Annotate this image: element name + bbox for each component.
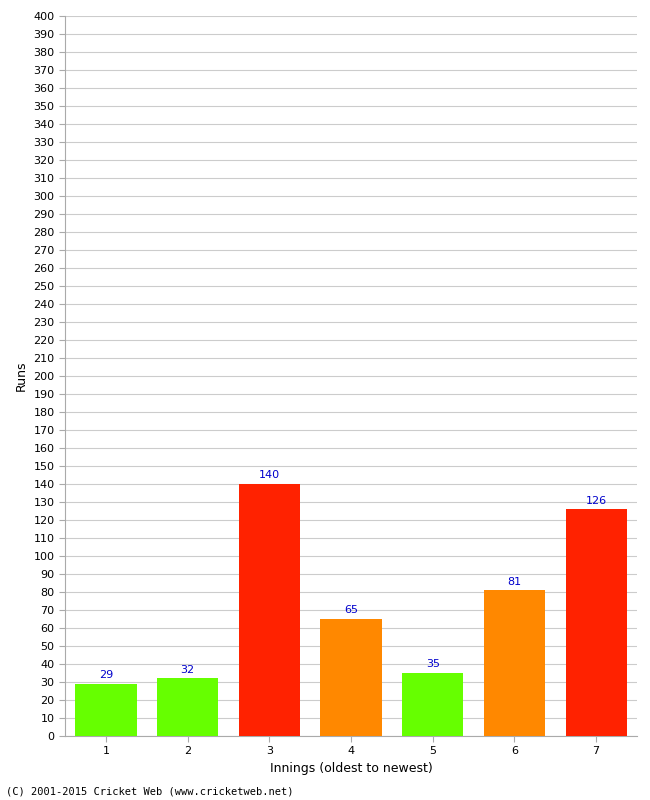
Text: 29: 29 — [99, 670, 113, 680]
Bar — [75, 684, 136, 736]
Text: 140: 140 — [259, 470, 280, 480]
Bar — [157, 678, 218, 736]
Text: 81: 81 — [508, 577, 521, 586]
Bar — [320, 619, 382, 736]
Text: (C) 2001-2015 Cricket Web (www.cricketweb.net): (C) 2001-2015 Cricket Web (www.cricketwe… — [6, 786, 294, 796]
Bar — [484, 590, 545, 736]
Text: 65: 65 — [344, 606, 358, 615]
Bar — [402, 673, 463, 736]
Text: 32: 32 — [181, 665, 194, 675]
Text: 126: 126 — [586, 495, 606, 506]
X-axis label: Innings (oldest to newest): Innings (oldest to newest) — [270, 762, 432, 775]
Text: 35: 35 — [426, 659, 439, 670]
Y-axis label: Runs: Runs — [15, 361, 28, 391]
Bar — [566, 509, 627, 736]
Bar — [239, 484, 300, 736]
